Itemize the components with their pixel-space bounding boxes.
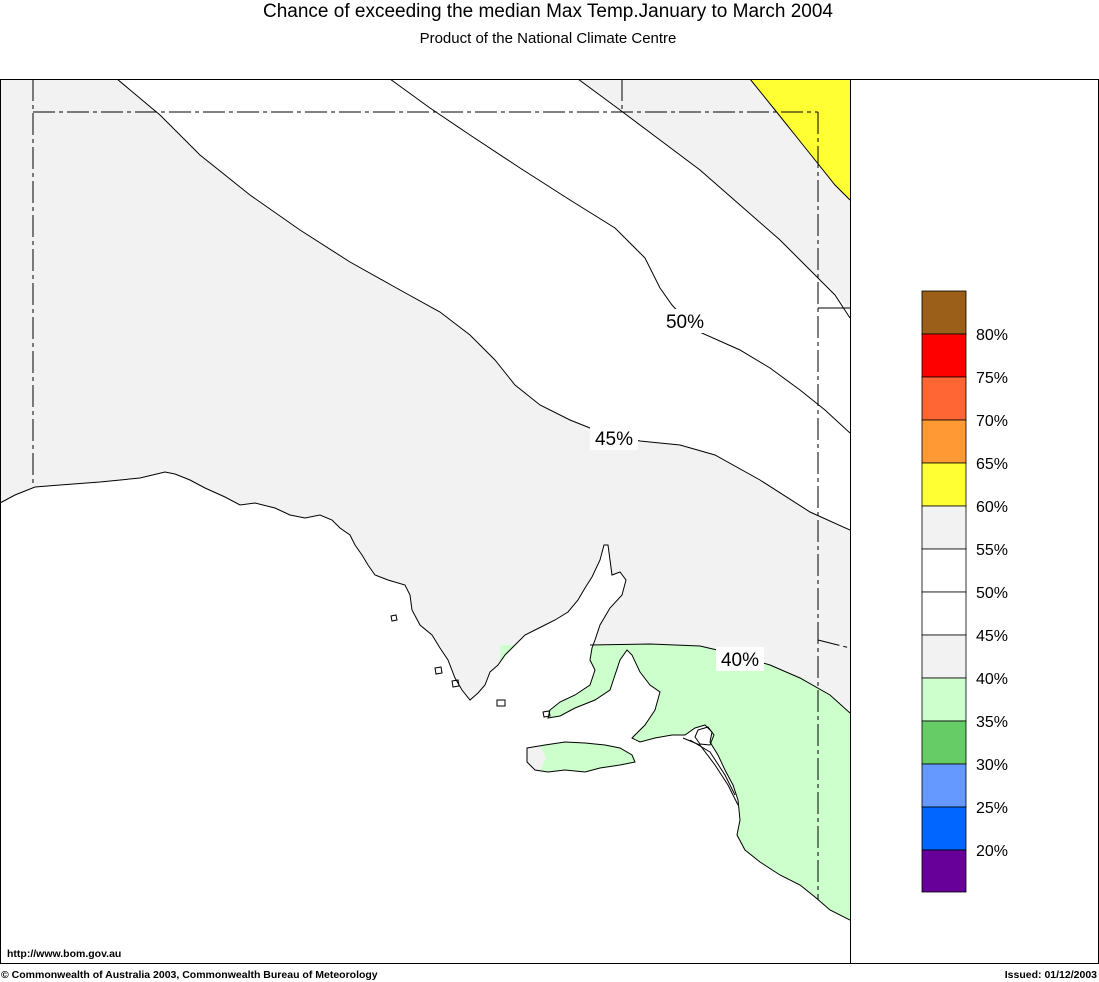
copyright-notice: © Commonwealth of Australia 2003, Common… bbox=[1, 969, 378, 981]
legend-swatch-40-45 bbox=[921, 634, 967, 679]
small-island bbox=[434, 666, 443, 675]
legend-swatch-35-40 bbox=[921, 677, 967, 722]
legend-swatch-20-25 bbox=[921, 806, 967, 851]
mainland-coastline bbox=[0, 471, 850, 921]
issued-date: Issued: 01/12/2003 bbox=[1005, 969, 1097, 981]
legend-label-30: 30% bbox=[976, 757, 1008, 774]
kangaroo-island-coastline bbox=[526, 741, 636, 773]
contour-label-50-bg bbox=[661, 309, 709, 333]
kangaroo-island bbox=[527, 742, 635, 772]
contour-line-60 bbox=[749, 79, 850, 201]
contour-line-50 bbox=[389, 79, 850, 434]
legend-swatch-30-35 bbox=[921, 720, 967, 765]
legend-label-80: 80% bbox=[976, 327, 1008, 344]
map-panel: 50% 45% 40% http://www.bom.gov.au bbox=[0, 79, 850, 963]
small-island bbox=[451, 679, 460, 688]
legend-swatch-15-20 bbox=[921, 849, 967, 893]
contour-label-40: 40% bbox=[721, 650, 759, 671]
small-island bbox=[496, 699, 506, 707]
contour-label-45: 45% bbox=[595, 429, 633, 450]
contour-line-55 bbox=[577, 79, 850, 319]
legend-swatch-75-80 bbox=[921, 333, 967, 378]
legend-label-60: 60% bbox=[976, 499, 1008, 516]
coorong-lagoon bbox=[689, 739, 736, 796]
legend-label-75: 75% bbox=[976, 370, 1008, 387]
contour-line-45 bbox=[116, 79, 850, 531]
legend-label-55: 55% bbox=[976, 542, 1008, 559]
legend-labels: 80% 75% 70% 65% 60% 55% 50% 45% 40% 35% … bbox=[976, 327, 1008, 860]
legend-label-70: 70% bbox=[976, 413, 1008, 430]
zone-45-55 bbox=[117, 79, 850, 530]
small-island bbox=[390, 614, 398, 622]
legend-label-20: 20% bbox=[976, 843, 1008, 860]
legend-swatch-70-75 bbox=[921, 376, 967, 421]
legend-label-45: 45% bbox=[976, 628, 1008, 645]
small-island bbox=[542, 710, 551, 718]
legend-swatch-25-30 bbox=[921, 763, 967, 808]
legend-label-50: 50% bbox=[976, 585, 1008, 602]
legend-label-65: 65% bbox=[976, 456, 1008, 473]
kangaroo-island-west-end bbox=[527, 746, 546, 771]
legend-swatch-80-85 bbox=[921, 290, 967, 335]
legend-swatch-45-50 bbox=[921, 591, 967, 636]
legend-label-25: 25% bbox=[976, 800, 1008, 817]
legend-swatch-55-60 bbox=[921, 505, 967, 550]
source-url: http://www.bom.gov.au bbox=[7, 948, 121, 960]
legend-swatch-50-55 bbox=[921, 548, 967, 593]
legend-swatch-65-70 bbox=[921, 419, 967, 464]
legend bbox=[921, 290, 967, 893]
map-subtitle: Product of the National Climate Centre bbox=[420, 30, 677, 47]
contour-label-50: 50% bbox=[666, 312, 704, 333]
contour-label-40-bg bbox=[716, 647, 764, 671]
lake-alexandrina bbox=[694, 726, 715, 746]
contour-label-45-bg bbox=[590, 426, 638, 450]
map-title: Chance of exceeding the median Max Temp.… bbox=[263, 1, 833, 22]
legend-label-35: 35% bbox=[976, 714, 1008, 731]
border-line-east-spur bbox=[817, 639, 850, 649]
legend-swatch-60-65 bbox=[921, 462, 967, 507]
legend-label-40: 40% bbox=[976, 671, 1008, 688]
